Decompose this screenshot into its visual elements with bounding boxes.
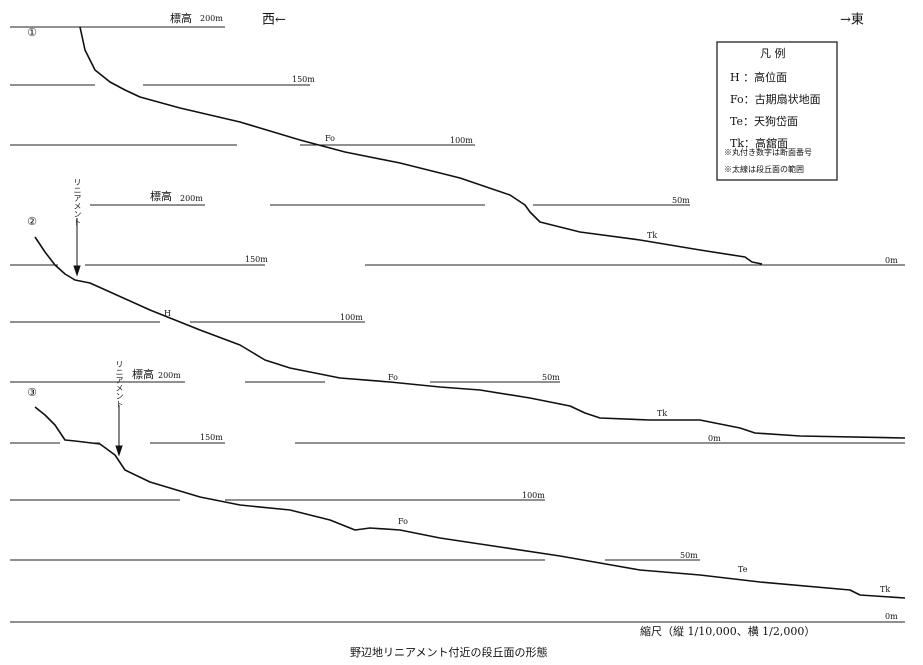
profiles-surfaces: Tk — [647, 231, 657, 240]
legend-items: Fo：古期扇状地面 — [730, 92, 821, 106]
profiles-number: ① — [27, 26, 37, 39]
profiles-elevations: 100m — [340, 313, 363, 322]
lineament-arrows — [73, 218, 123, 457]
profiles-surfaces: Fo — [398, 517, 408, 526]
profiles-surfaces: Te — [738, 565, 748, 574]
profiles-number: ③ — [27, 386, 37, 399]
profiles-elevations: 50m — [542, 373, 560, 382]
profiles-elevations: 150m — [245, 255, 268, 264]
profiles-elevations: 200m — [180, 194, 203, 203]
profiles-elevations: 100m — [450, 136, 473, 145]
profiles-number: ② — [27, 215, 37, 228]
profile-3 — [34, 406, 906, 599]
legend-notes: ※太線は段丘面の範囲 — [724, 164, 804, 174]
profiles-elevations: 標高 — [150, 189, 172, 203]
profiles-elevations: 150m — [292, 75, 315, 84]
header-east: →東 — [840, 12, 864, 28]
profiles-elevations: 50m — [672, 196, 690, 205]
legend-box — [716, 41, 838, 181]
profiles-surfaces: Tk — [657, 409, 667, 418]
caption: 野辺地リニアメント付近の段丘面の形態 — [350, 645, 547, 659]
profiles-elevations: 200m — [158, 371, 181, 380]
scale: 縮尺（縦 1/10,000、横 1/2,000） — [640, 624, 815, 638]
profiles-surfaces: Tk — [880, 585, 890, 594]
profiles-elevations: 0m — [885, 256, 898, 265]
profiles-elevations: 標高 — [170, 11, 192, 25]
profiles-elevations: 150m — [200, 433, 223, 442]
profile-2 — [34, 236, 906, 439]
profile-1 — [79, 26, 763, 265]
legend-items: Te：天狗岱面 — [730, 114, 798, 128]
profiles-lineament: リニアメント — [115, 360, 124, 408]
profiles-lineament: リニアメント — [73, 178, 82, 226]
profiles-elevations: 200m — [200, 14, 223, 23]
profiles-elevations: 標高 — [132, 367, 154, 381]
profiles-elevations: 0m — [708, 434, 721, 443]
header-west: 西← — [262, 13, 286, 28]
legend-items: H ：高位面 — [730, 70, 787, 84]
legend-items: Tk：高舘面 — [730, 136, 788, 150]
profiles-surfaces: Fo — [325, 134, 335, 143]
elevation-lines — [10, 26, 905, 623]
profiles-elevations: 100m — [522, 491, 545, 500]
profiles-surfaces: Fo — [388, 373, 398, 382]
profiles-surfaces: H — [164, 309, 171, 318]
profiles-elevations: 50m — [680, 551, 698, 560]
legend-title: 凡 例 — [760, 46, 786, 60]
legend-notes: ※丸付き数字は断面番号 — [724, 147, 812, 157]
profiles-elevations: 0m — [885, 612, 898, 621]
